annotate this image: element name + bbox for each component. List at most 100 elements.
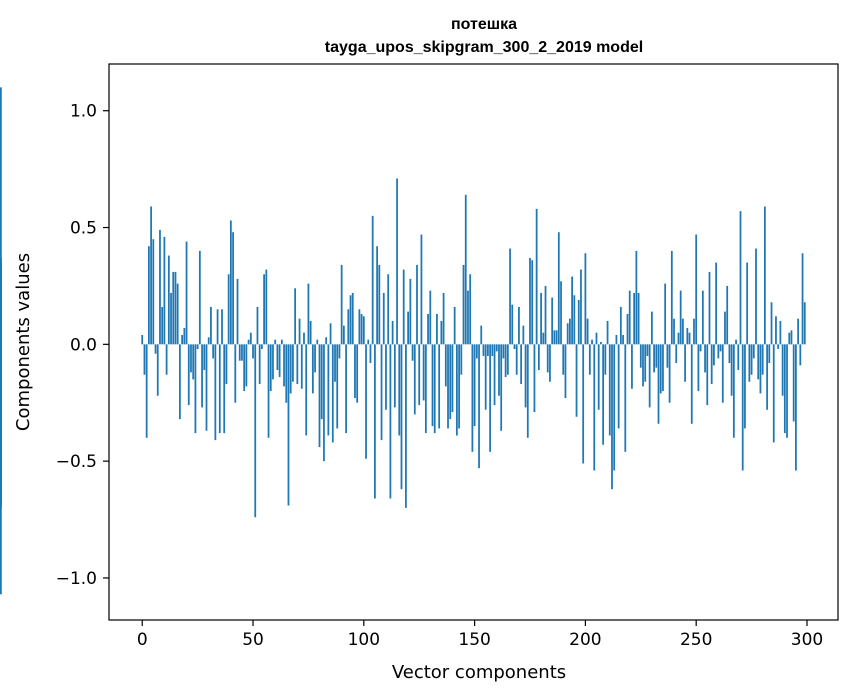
bar [775, 316, 777, 345]
bar [376, 246, 378, 345]
bar [721, 344, 724, 403]
bar [444, 344, 447, 387]
bar [546, 344, 549, 373]
bar [163, 236, 166, 345]
y-tick-label: −1.0 [56, 569, 97, 589]
bar [684, 344, 686, 382]
bar [653, 344, 655, 373]
bar [677, 332, 680, 345]
bar [413, 344, 416, 415]
bar [801, 253, 804, 345]
bar [511, 304, 514, 345]
plot-frame [108, 63, 839, 621]
bar [553, 330, 556, 345]
bar [748, 344, 751, 382]
bar [668, 344, 671, 403]
bar [487, 344, 489, 357]
bar [159, 229, 161, 345]
bar [336, 344, 339, 429]
bar [249, 332, 252, 345]
bar [170, 292, 172, 345]
bar [741, 344, 744, 471]
bar [216, 309, 219, 345]
bar [529, 257, 531, 345]
bar [682, 318, 684, 345]
bar [571, 276, 573, 345]
bar [662, 344, 664, 392]
bar [438, 344, 441, 429]
bar [475, 344, 478, 359]
bar [604, 344, 607, 375]
bar [385, 344, 387, 410]
bar [185, 241, 188, 345]
bar [442, 292, 445, 345]
bar [400, 344, 403, 490]
bar [143, 344, 146, 375]
bar [424, 344, 427, 434]
bar [243, 344, 246, 392]
bar [241, 344, 243, 361]
bar [797, 318, 799, 345]
bar [540, 292, 542, 345]
bar [256, 306, 259, 345]
x-tick-label: 0 [137, 630, 148, 650]
bar [551, 297, 554, 345]
bar [298, 318, 301, 345]
bar [478, 344, 480, 469]
bar [272, 344, 274, 380]
bar [261, 344, 263, 350]
bar [695, 234, 698, 345]
bar [557, 232, 560, 345]
bar [360, 313, 363, 345]
chart-subtitle: tayga_upos_skipgram_300_2_2019 model [325, 39, 643, 56]
bar [314, 344, 316, 373]
bar [316, 339, 319, 345]
bar [198, 250, 201, 345]
bar [803, 302, 806, 345]
bar [608, 344, 611, 436]
bar [214, 344, 217, 441]
bar [535, 208, 538, 345]
y-axis-ticks: −1.0 −0.5 0.0 0.5 1.0 [56, 102, 109, 589]
bar [746, 262, 749, 345]
bar [588, 344, 591, 375]
bar [752, 344, 755, 359]
bar [165, 344, 168, 375]
bar [786, 344, 788, 438]
bar [549, 344, 551, 382]
bar [340, 264, 343, 345]
bar [515, 344, 518, 375]
bar [591, 339, 593, 345]
bar [564, 344, 567, 399]
bar [296, 344, 299, 385]
bar [229, 220, 232, 345]
bar [739, 211, 742, 345]
bar [533, 344, 536, 413]
bar [440, 320, 443, 345]
bar [150, 206, 152, 345]
bar [655, 344, 658, 368]
bar [664, 283, 667, 345]
bar [418, 344, 421, 406]
bar [420, 234, 423, 345]
bar [469, 274, 472, 345]
bar [757, 344, 760, 380]
bars-group [0, 87, 806, 595]
bar [145, 344, 148, 438]
bar [730, 344, 733, 396]
bar [626, 313, 629, 345]
bar [280, 339, 283, 345]
bar [320, 344, 323, 420]
bar [657, 344, 660, 424]
bar [181, 334, 184, 345]
bar [232, 232, 234, 345]
bar [613, 344, 616, 471]
bar [639, 344, 642, 368]
bar [362, 316, 365, 345]
bar [713, 344, 715, 366]
bar [307, 283, 310, 345]
bar [267, 344, 270, 438]
bar [717, 344, 720, 359]
bar [422, 344, 425, 401]
